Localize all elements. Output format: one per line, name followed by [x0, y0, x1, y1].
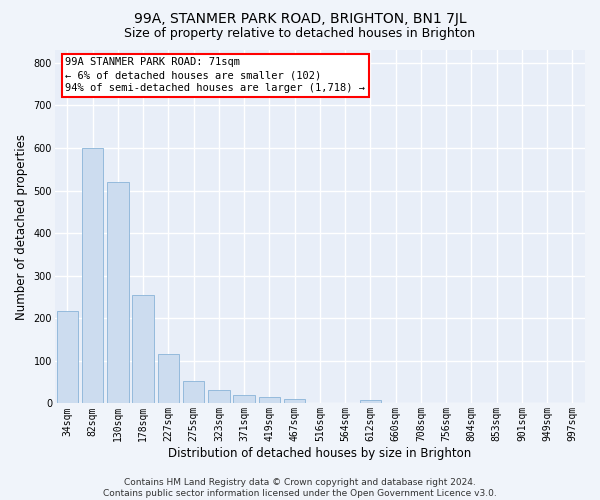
- Bar: [82, 148, 103, 404]
- Bar: [208, 390, 230, 404]
- Bar: [259, 396, 280, 404]
- Bar: [183, 381, 205, 404]
- Text: Size of property relative to detached houses in Brighton: Size of property relative to detached ho…: [124, 28, 476, 40]
- Y-axis label: Number of detached properties: Number of detached properties: [15, 134, 28, 320]
- Bar: [233, 395, 255, 404]
- Bar: [107, 182, 128, 404]
- Bar: [158, 354, 179, 404]
- Bar: [359, 400, 381, 404]
- Bar: [57, 310, 78, 404]
- Text: 99A STANMER PARK ROAD: 71sqm
← 6% of detached houses are smaller (102)
94% of se: 99A STANMER PARK ROAD: 71sqm ← 6% of det…: [65, 57, 365, 94]
- Text: 99A, STANMER PARK ROAD, BRIGHTON, BN1 7JL: 99A, STANMER PARK ROAD, BRIGHTON, BN1 7J…: [134, 12, 466, 26]
- Text: Contains HM Land Registry data © Crown copyright and database right 2024.
Contai: Contains HM Land Registry data © Crown c…: [103, 478, 497, 498]
- Bar: [284, 399, 305, 404]
- X-axis label: Distribution of detached houses by size in Brighton: Distribution of detached houses by size …: [168, 447, 472, 460]
- Bar: [133, 295, 154, 404]
